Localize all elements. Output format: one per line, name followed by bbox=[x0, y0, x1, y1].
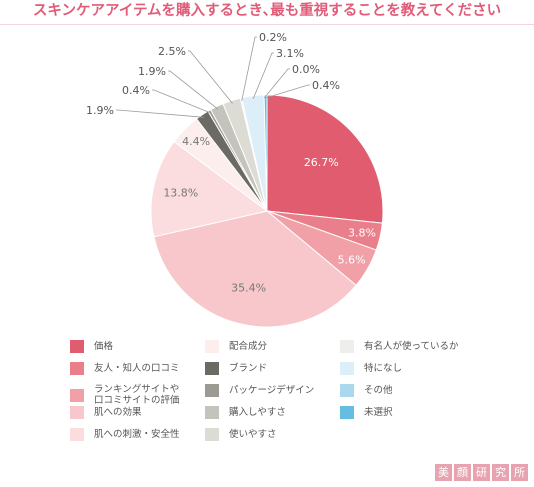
legend-label: 配合成分 bbox=[229, 341, 268, 352]
leader-line-6 bbox=[116, 109, 204, 118]
legend-item-10: 有名人が使っているか bbox=[340, 340, 459, 353]
legend-item-3: 肌への効果 bbox=[70, 406, 142, 419]
leader-line-8 bbox=[168, 70, 219, 110]
legend-item-8: 購入しやすさ bbox=[205, 406, 286, 419]
data-label-8: 1.9% bbox=[138, 65, 166, 78]
legend-item-11: 特になし bbox=[340, 362, 402, 375]
legend-swatch bbox=[205, 362, 219, 375]
data-label-3: 35.4% bbox=[231, 282, 266, 295]
brand-char-3: 究 bbox=[492, 464, 509, 481]
legend-label: 肌への刺激・安全性 bbox=[94, 429, 180, 440]
legend-label: ランキングサイトや 口コミサイトの評価 bbox=[94, 384, 180, 406]
legend-swatch bbox=[70, 362, 84, 375]
leader-line-7 bbox=[152, 89, 211, 114]
pie-slice-3 bbox=[153, 210, 357, 328]
data-label-13: 0.4% bbox=[312, 79, 340, 92]
legend-label: ブランド bbox=[229, 363, 268, 374]
legend-item-2: ランキングサイトや 口コミサイトの評価 bbox=[70, 384, 180, 406]
legend-label: 購入しやすさ bbox=[229, 407, 286, 418]
data-label-0: 26.7% bbox=[304, 156, 339, 169]
legend: 価格 配合成分 有名人が使っているか友人・知人の口コミ ブランド 特になしランキングサイ… bbox=[70, 340, 510, 456]
data-label-5: 4.4% bbox=[182, 135, 210, 148]
legend-label: 有名人が使っているか bbox=[364, 341, 459, 352]
legend-swatch bbox=[70, 388, 84, 402]
data-label-1: 3.8% bbox=[348, 227, 376, 240]
legend-label: 友人・知人の口コミ bbox=[94, 363, 180, 374]
brand-char-2: 研 bbox=[473, 464, 490, 481]
legend-item-5: 配合成分 bbox=[205, 340, 267, 353]
legend-swatch bbox=[70, 428, 84, 441]
brand-logo: 美顔研究所 bbox=[433, 464, 528, 481]
legend-swatch bbox=[205, 340, 219, 353]
legend-label: 肌への効果 bbox=[94, 407, 142, 418]
legend-item-7: パッケージデザイン bbox=[205, 384, 314, 397]
legend-swatch bbox=[205, 428, 219, 441]
legend-item-9: 使いやすさ bbox=[205, 428, 277, 441]
brand-char-4: 所 bbox=[511, 464, 528, 481]
legend-item-1: 友人・知人の口コミ bbox=[70, 362, 180, 375]
data-label-9: 2.5% bbox=[158, 45, 186, 58]
legend-swatch bbox=[70, 340, 84, 353]
leader-line-12 bbox=[263, 68, 290, 99]
legend-swatch bbox=[205, 384, 219, 397]
pie-chart: 26.7% 3.8% 5.6% 35.4% 13.8% 4.4% 1.9% 0.4% 1.9% 2… bbox=[86, 31, 384, 328]
legend-swatch bbox=[340, 384, 354, 397]
leader-line-11 bbox=[252, 52, 274, 99]
data-label-10: 0.2% bbox=[259, 31, 287, 44]
legend-swatch bbox=[340, 362, 354, 375]
brand-char-0: 美 bbox=[435, 464, 452, 481]
legend-label: その他 bbox=[364, 385, 393, 396]
pie-slice-4 bbox=[150, 140, 269, 238]
legend-swatch bbox=[205, 406, 219, 419]
data-label-12: 0.0% bbox=[292, 63, 320, 76]
data-label-6: 1.9% bbox=[86, 104, 114, 117]
data-label-4: 13.8% bbox=[163, 187, 198, 200]
legend-label: パッケージデザイン bbox=[229, 385, 315, 396]
leader-line-10 bbox=[241, 36, 257, 101]
data-label-11: 3.1% bbox=[276, 47, 304, 60]
legend-label: 未選択 bbox=[364, 407, 393, 418]
chart-title: スキンケアアイテムを購入するとき､最も重視することを教えてください bbox=[0, 0, 534, 25]
leader-line-9 bbox=[188, 50, 233, 104]
brand-char-1: 顔 bbox=[454, 464, 471, 481]
legend-item-13: 未選択 bbox=[340, 406, 393, 419]
legend-label: 使いやすさ bbox=[229, 429, 277, 440]
legend-item-4: 肌への刺激・安全性 bbox=[70, 428, 180, 441]
data-label-2: 5.6% bbox=[338, 253, 366, 266]
leader-line-13 bbox=[265, 84, 310, 99]
data-label-7: 0.4% bbox=[122, 84, 150, 97]
legend-item-6: ブランド bbox=[205, 362, 267, 375]
legend-label: 特になし bbox=[364, 363, 403, 374]
legend-label: 価格 bbox=[94, 341, 114, 352]
legend-swatch bbox=[70, 406, 84, 419]
pie-slice-0 bbox=[266, 94, 384, 224]
legend-swatch bbox=[340, 340, 354, 353]
legend-item-0: 価格 bbox=[70, 340, 113, 353]
legend-item-12: その他 bbox=[340, 384, 393, 397]
legend-swatch bbox=[340, 406, 354, 419]
